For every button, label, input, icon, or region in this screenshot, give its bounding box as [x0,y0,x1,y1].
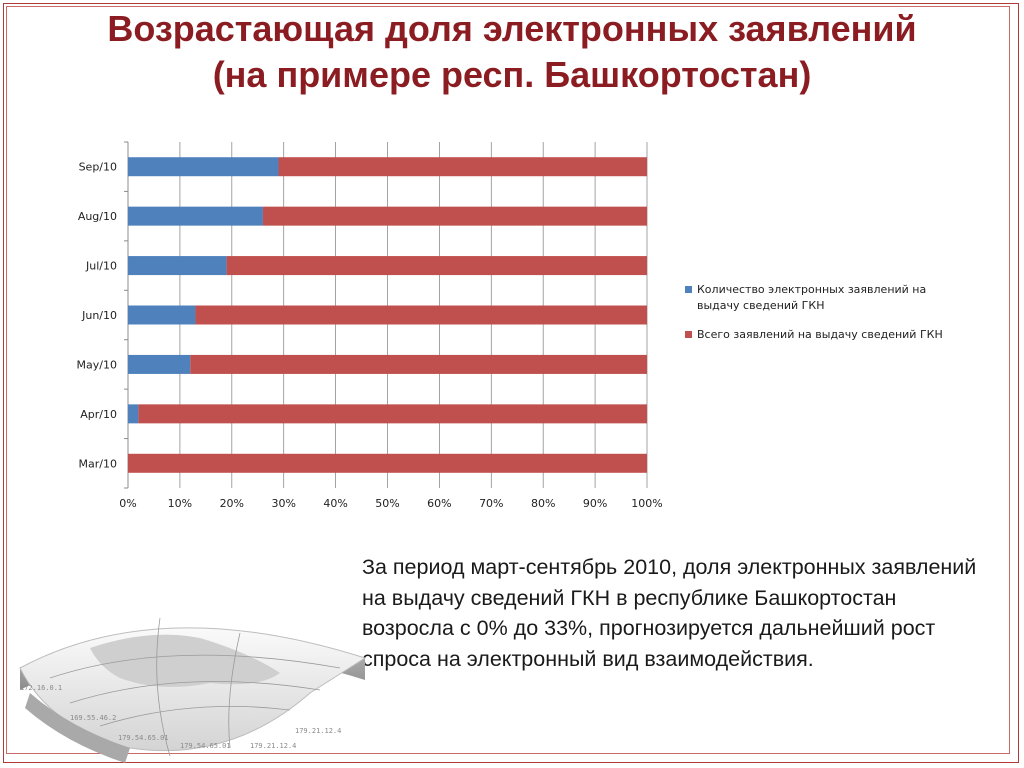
legend-swatch-2 [685,331,692,338]
legend-label-2: Всего заявлений на выдачу сведений ГКН [697,328,943,341]
slide-title-line-2: (на примере респ. Башкортостан) [212,54,812,95]
x-tick-label: 50% [375,497,399,510]
bar-segment-series-2 [195,305,647,325]
x-tick-label: 70% [479,497,503,510]
svg-text:179.21.12.4: 179.21.12.4 [250,742,296,750]
y-tick-label: Mar/10 [79,457,117,470]
bar-segment-series-2 [226,256,648,276]
x-tick-label: 20% [220,497,244,510]
legend-swatch-1 [685,286,692,293]
slide-frame [3,3,1019,763]
bar-segment-series-2 [138,404,647,424]
bar-segment-series-1 [128,157,279,177]
bar-segment-series-2 [190,354,647,374]
x-tick-label: 60% [427,497,451,510]
bar-segment-series-2 [128,453,647,473]
x-tick-label: 80% [531,497,555,510]
slide-frame-inner [6,6,1010,754]
x-tick-label: 30% [271,497,295,510]
bar-segment-series-2 [262,206,647,226]
y-tick-label: Aug/10 [78,210,117,223]
x-tick-label: 10% [168,497,192,510]
svg-text:179.21.12.4: 179.21.12.4 [295,727,341,735]
y-tick-label: Jul/10 [85,260,117,273]
bar-segment-series-1 [128,354,191,374]
svg-text:179.54.65.01: 179.54.65.01 [118,734,169,742]
slide-title-line-1: Возрастающая доля электронных заявлений [107,8,917,49]
y-tick-label: Jun/10 [81,309,117,322]
stacked-bar-chart: 0% 10% 20% 30% 40% 50% 60% 70% 80% 90% 100% Mar/10 A… [77,141,943,510]
bar-segment-series-1 [128,256,227,276]
x-tick-label: 40% [323,497,347,510]
x-tick-label: 100% [631,497,662,510]
bar-segment-series-2 [278,157,647,177]
svg-text:172.16.0.1: 172.16.0.1 [20,684,62,692]
slide-body-text: За период март-сентябрь 2010, доля элект… [362,555,977,671]
bar-segment-series-1 [128,404,139,424]
slide-title: Возрастающая доля электронных заявлений … [0,6,1024,98]
y-tick-label: May/10 [77,358,117,371]
legend-label-1: Количество электронных заявлений на выдач… [697,283,926,312]
svg-text:179.54.65.01: 179.54.65.01 [180,742,231,750]
y-tick-label: Apr/10 [80,408,117,421]
globe-illustration: 172.16.0.1 169.55.46.2 179.54.65.01 179.… [19,617,367,763]
x-tick-label: 90% [583,497,607,510]
x-tick-label: 0% [119,497,136,510]
y-tick-label: Sep/10 [79,161,117,174]
bar-segment-series-1 [128,305,196,325]
svg-text:169.55.46.2: 169.55.46.2 [70,714,116,722]
bar-segment-series-1 [128,206,263,226]
